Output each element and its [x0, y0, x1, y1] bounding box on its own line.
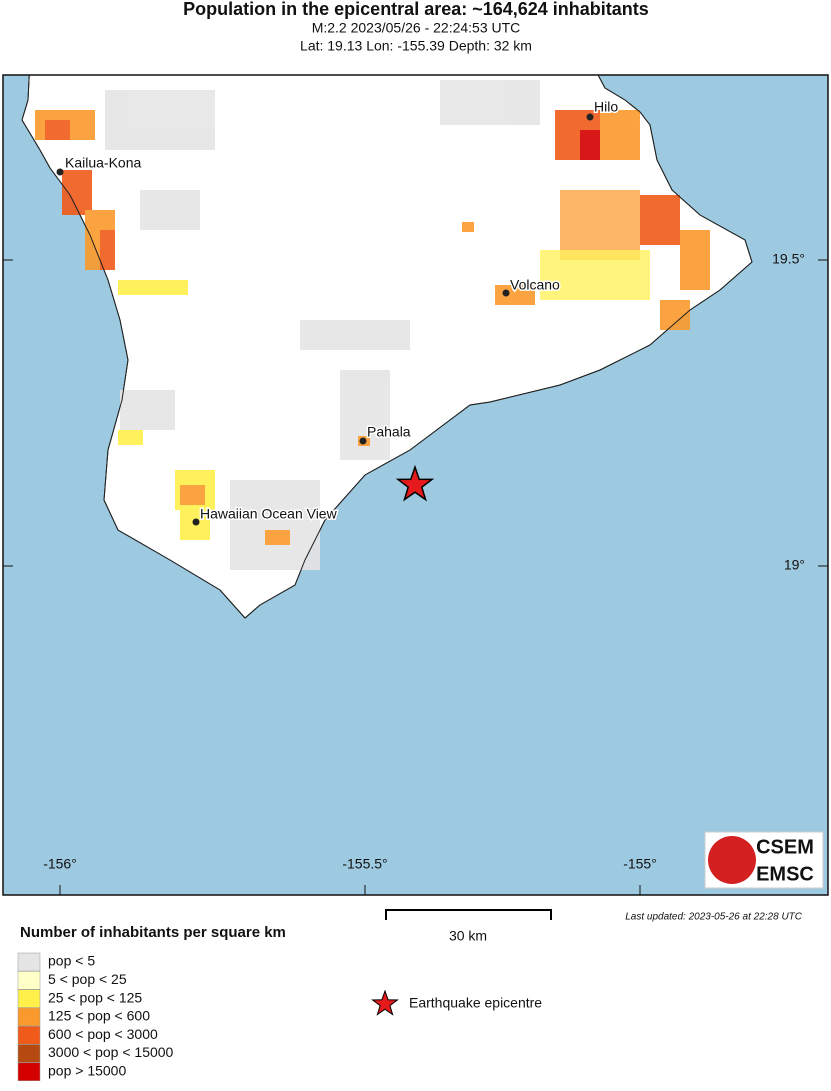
logo-text: CSEM	[756, 836, 814, 858]
city-label: Hilo	[594, 99, 618, 115]
scale-bar	[385, 909, 552, 920]
legend-swatch	[17, 1044, 41, 1063]
lon-label: -155°	[623, 856, 657, 872]
legend-swatch	[17, 1007, 41, 1027]
legend-label: 25 < pop < 125	[48, 989, 142, 1005]
legend-label: 600 < pop < 3000	[48, 1026, 158, 1042]
lat-label: 19.5°	[772, 251, 805, 267]
legend-label: 125 < pop < 600	[48, 1008, 150, 1024]
map	[3, 75, 828, 895]
legend-swatch	[17, 971, 41, 990]
lon-label: -156°	[43, 856, 77, 872]
epicentre	[395, 464, 435, 502]
logo-globe	[708, 836, 756, 884]
lat-label: 19°	[784, 557, 805, 573]
legend-label: 3000 < pop < 15000	[48, 1044, 174, 1060]
scale-label: 30 km	[449, 928, 487, 944]
legend-swatch	[17, 989, 41, 1008]
legend-star	[371, 989, 399, 1016]
city-dot	[586, 113, 594, 121]
legend-title: Number of inhabitants per square km	[20, 924, 286, 941]
lon-label: -155.5°	[342, 856, 387, 872]
city-label: Hawaiian Ocean View	[200, 506, 338, 522]
city-dot	[502, 289, 510, 297]
event-line: M:2.2 2023/05/26 - 22:24:53 UTC	[312, 20, 521, 36]
location-line: Lat: 19.13 Lon: -155.39 Depth: 32 km	[300, 38, 532, 54]
map-frame	[2, 74, 829, 896]
last-updated: Last updated: 2023-05-26 at 22:28 UTC	[625, 912, 803, 923]
title: Population in the epicentral area: ~164,…	[183, 0, 649, 19]
legend-label: pop < 5	[48, 953, 95, 969]
city-dot	[359, 437, 367, 445]
legend-swatch	[17, 1062, 41, 1082]
legend-label: 5 < pop < 25	[48, 971, 127, 987]
legend-label: pop > 15000	[48, 1063, 126, 1079]
logo-text: EMSC	[756, 863, 814, 885]
city-dot	[56, 168, 64, 176]
legend-epicentre: Earthquake epicentre	[409, 995, 542, 1011]
city-label: Volcano	[510, 277, 560, 293]
population-cells	[35, 80, 710, 570]
city-dot	[192, 518, 200, 526]
legend-swatch	[17, 1025, 41, 1045]
legend-swatch	[17, 952, 41, 972]
city-label: Kailua-Kona	[65, 155, 141, 171]
city-label: Pahala	[367, 424, 411, 440]
